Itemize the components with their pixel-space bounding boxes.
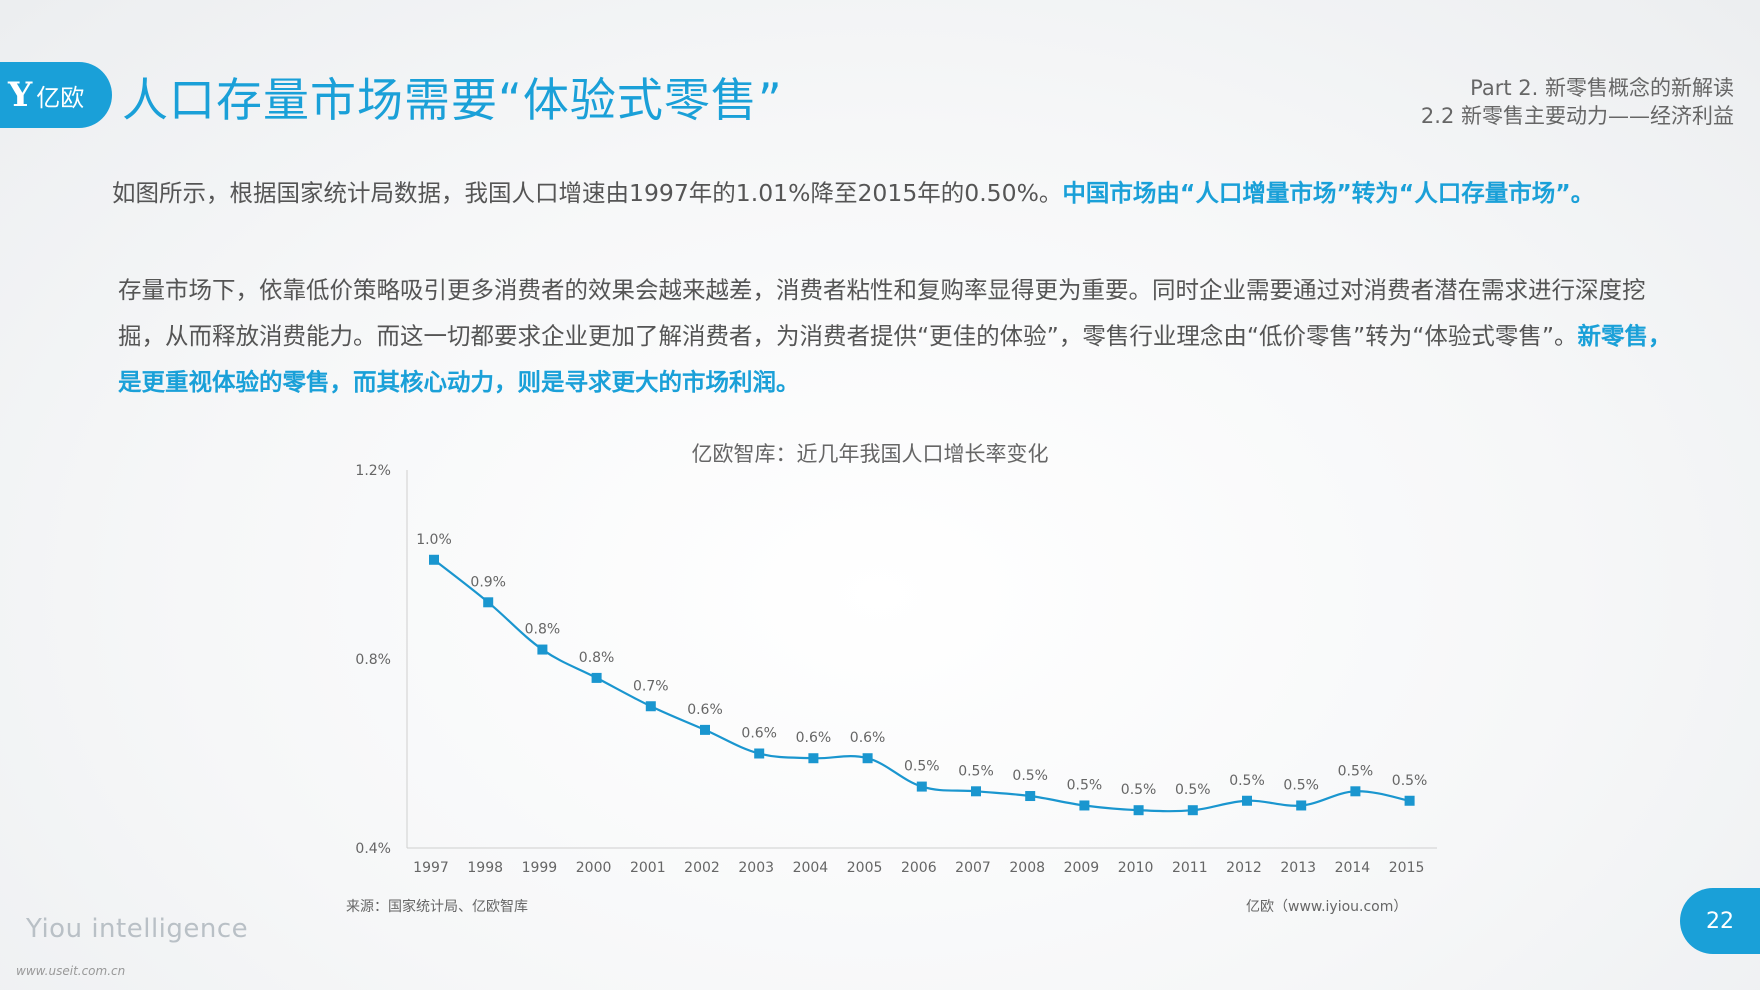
x-tick-label: 2008 [1009,860,1045,876]
data-point [1025,791,1036,802]
data-point [645,701,656,712]
data-label: 0.5% [958,763,994,779]
data-label: 0.6% [850,730,886,746]
data-label: 0.5% [1121,782,1157,798]
x-tick-label: 2005 [847,860,883,876]
data-point [862,753,873,764]
logo: Y 亿欧 [0,62,112,128]
data-point [754,748,765,759]
source-note: 来源：国家统计局、亿欧智库 [346,899,528,915]
data-point [1187,805,1198,816]
data-label: 0.6% [796,730,832,746]
data-label: 0.5% [904,759,940,775]
data-point [1079,800,1090,811]
section-part: Part 2. 新零售概念的新解读 [1470,76,1734,100]
data-point [1404,795,1415,806]
logo-mark-icon: Y [8,75,33,115]
data-label: 0.7% [633,678,669,694]
logo-text: 亿欧 [36,83,85,112]
data-label: 1.0% [416,532,452,548]
x-tick-label: 1998 [467,860,503,876]
data-point [1133,805,1144,816]
x-tick-label: 2015 [1389,860,1425,876]
data-point [591,672,602,683]
x-tick-label: 2014 [1335,860,1371,876]
data-point [916,781,927,792]
x-tick-label: 2011 [1172,860,1208,876]
data-label: 0.5% [1012,768,1048,784]
x-tick-label: 2007 [955,860,991,876]
data-label: 0.5% [1283,777,1319,793]
x-tick-label: 2003 [738,860,774,876]
data-label: 0.5% [1392,773,1428,789]
page-title: 人口存量市场需要“体验式零售” [122,73,783,127]
x-tick-label: 1997 [413,860,449,876]
site-credit: 亿欧（www.iyiou.com） [1246,899,1408,915]
data-label: 0.9% [470,574,506,590]
x-tick-label: 2013 [1280,860,1316,876]
x-tick-label: 2002 [684,860,720,876]
x-tick-label: 2001 [630,860,666,876]
paragraph-2-highlight: 新零售，是更重视体验的零售，而其核心动力，则是寻求更大的市场利润。 [118,322,1672,396]
data-point [700,724,710,735]
x-tick-label: 2006 [901,860,937,876]
data-label: 0.5% [1229,773,1265,789]
data-label: 0.6% [741,726,777,742]
paragraph-2-text: 存量市场下，依靠低价策略吸引更多消费者的效果会越来越差，消费者粘性和复购率显得更… [118,276,1646,350]
x-tick-label: 2009 [1064,860,1100,876]
data-point [483,597,494,608]
chart-title: 亿欧智库：近几年我国人口增长率变化 [691,442,1049,466]
x-tick-label: 2004 [793,860,829,876]
x-tick-label: 1999 [522,860,558,876]
paragraph-1-text: 如图所示，根据国家统计局数据，我国人口增速由1997年的1.01%降至2015年… [112,179,1063,207]
data-point [1350,786,1361,797]
x-tick-label: 2012 [1226,860,1262,876]
section-subpart: 2.2 新零售主要动力——经济利益 [1420,104,1734,128]
x-tick-label: 2000 [576,860,612,876]
y-tick-label: 0.8% [355,652,391,668]
paragraph-2: 存量市场下，依靠低价策略吸引更多消费者的效果会越来越差，消费者粘性和复购率显得更… [118,267,1678,405]
data-point [537,644,548,655]
data-point [971,786,981,797]
section-info: Part 2. 新零售概念的新解读 2.2 新零售主要动力——经济利益 [1421,74,1734,130]
data-label: 0.8% [579,650,615,666]
y-tick-label: 0.4% [355,841,391,857]
brand-wordmark: Yiou intelligence [26,914,249,944]
data-label: 0.5% [1067,777,1103,793]
data-label: 0.5% [1338,763,1374,779]
data-point [429,554,439,565]
data-point [808,753,819,764]
data-label: 0.5% [1175,782,1211,798]
watermark: www.useit.com.cn [16,964,126,978]
data-label: 0.6% [687,702,723,718]
paragraph-1-highlight: 中国市场由“人口增量市场”转为“人口存量市场”。 [1062,179,1595,207]
y-tick-label: 1.2% [355,463,391,479]
page-number: 22 [1680,888,1760,954]
x-tick-label: 2010 [1118,860,1154,876]
data-label: 0.8% [525,622,561,638]
data-point [1242,795,1252,806]
paragraph-1: 如图所示，根据国家统计局数据，我国人口增速由1997年的1.01%降至2015年… [112,170,1672,216]
data-point [1296,800,1307,811]
